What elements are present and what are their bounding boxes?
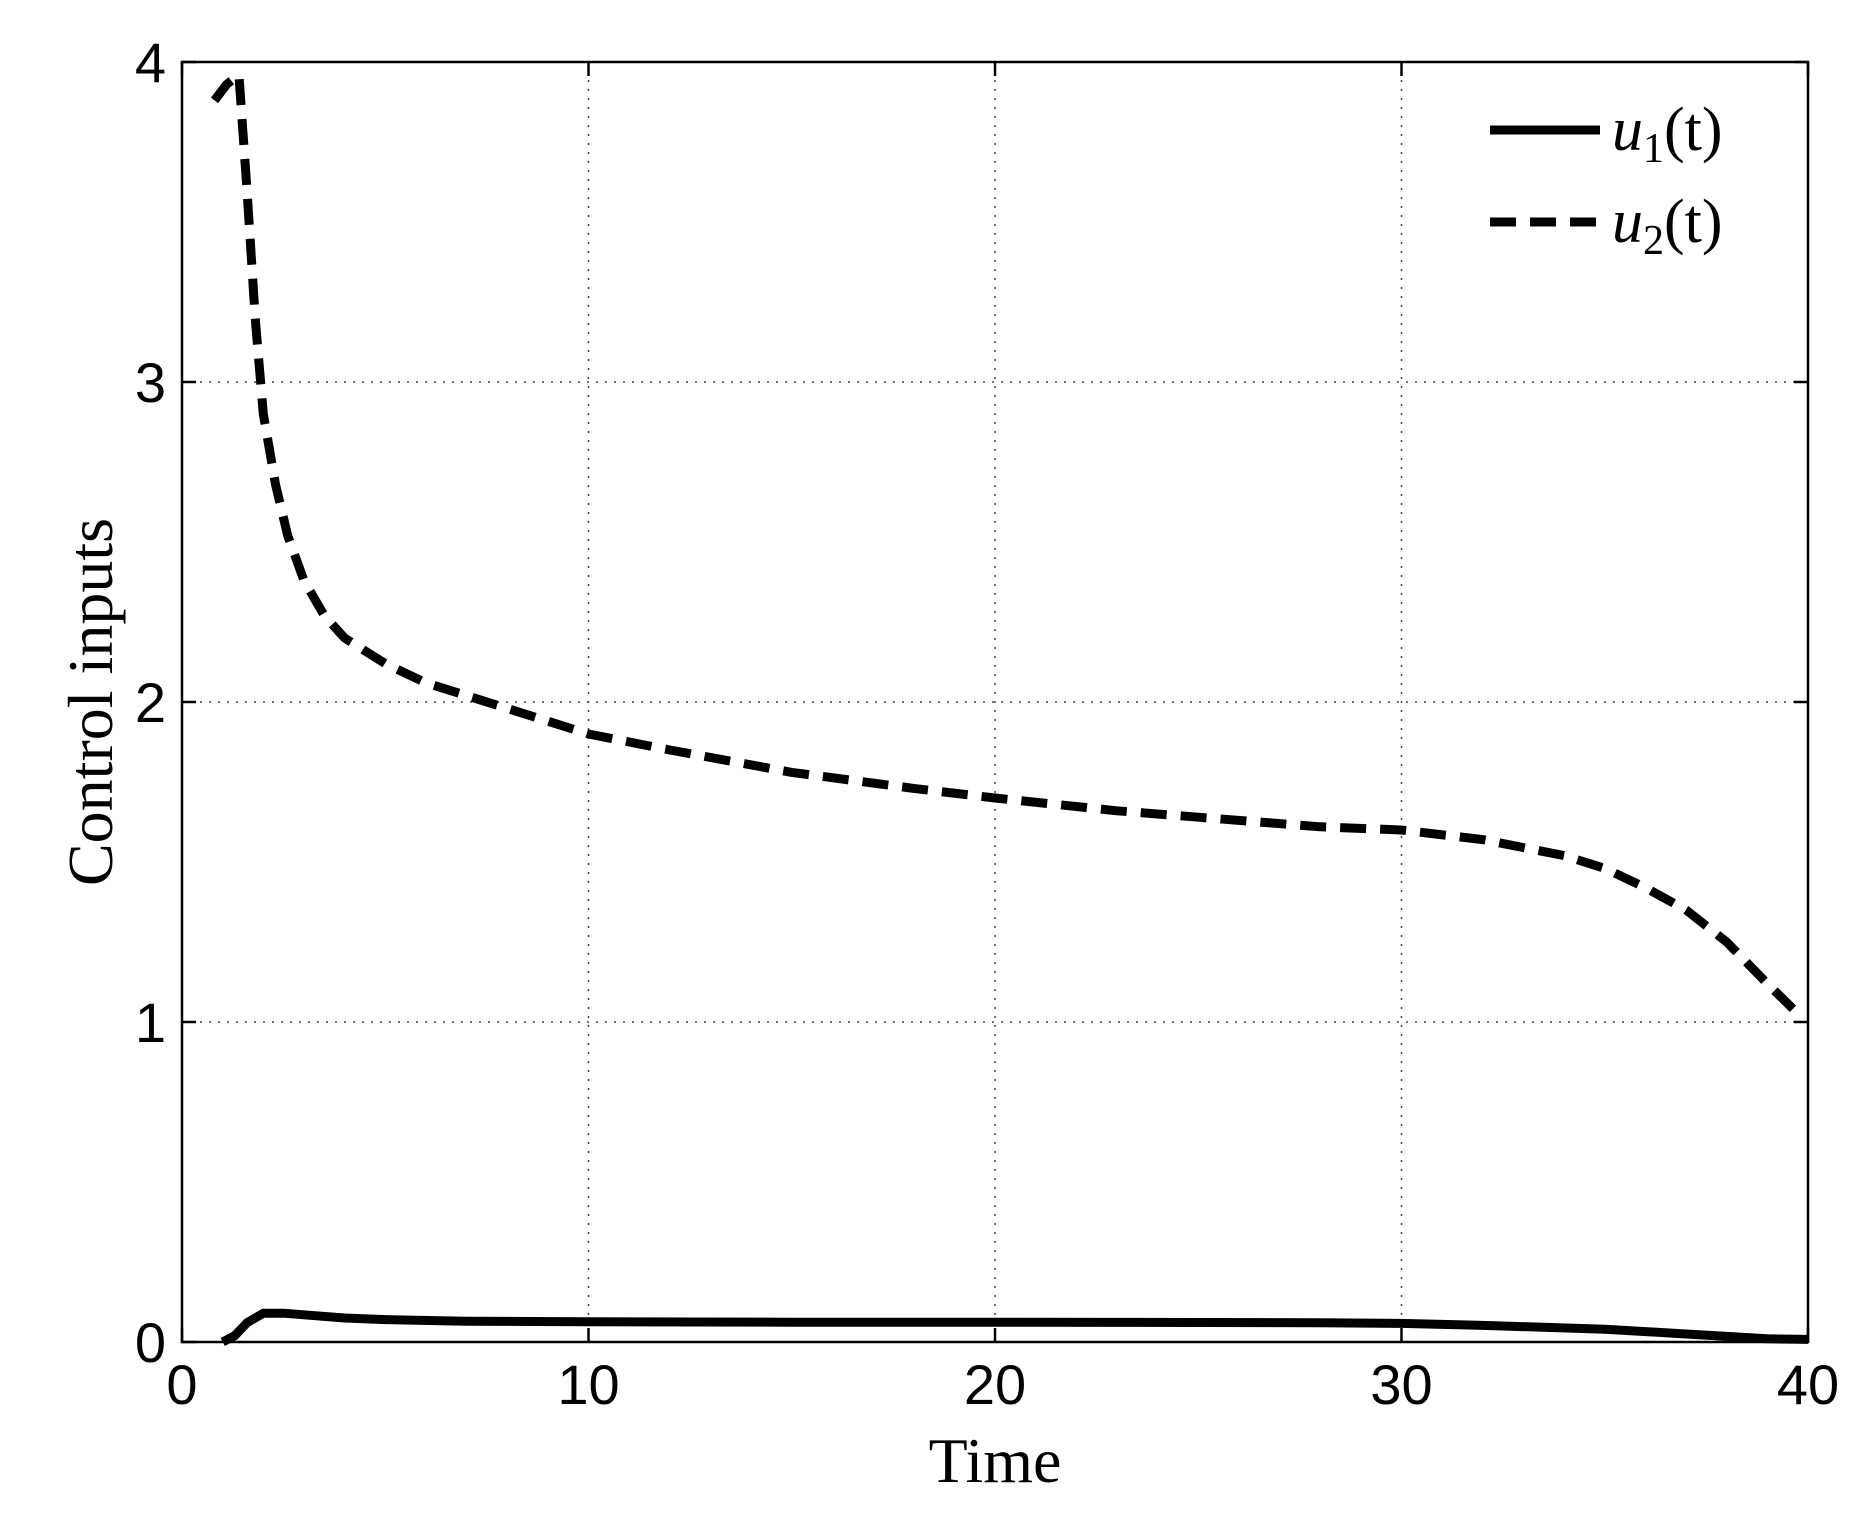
x-tick-label: 30 xyxy=(1370,1353,1432,1416)
series-line-2 xyxy=(210,70,1804,1019)
y-tick-label: 1 xyxy=(135,991,166,1054)
legend-label-2: u2(t) xyxy=(1612,188,1723,264)
y-tick-label: 3 xyxy=(135,351,166,414)
y-tick-label: 2 xyxy=(135,671,166,734)
axis-ticks: 0 10 20 30 40 0 1 2 3 4 xyxy=(135,31,1839,1416)
grid-lines xyxy=(182,62,1808,1342)
legend: u1(t) u2(t) xyxy=(1490,96,1723,264)
series-line-1 xyxy=(220,1308,1809,1346)
series-layer xyxy=(210,70,1809,1346)
y-axis-label: Control inputs xyxy=(55,518,126,886)
y-tick-label: 0 xyxy=(135,1311,166,1374)
x-tick-label: 0 xyxy=(166,1353,197,1416)
x-tick-label: 40 xyxy=(1777,1353,1839,1416)
x-axis-label: Time xyxy=(929,1425,1062,1496)
legend-label-1: u1(t) xyxy=(1612,96,1723,172)
y-tick-label: 4 xyxy=(135,31,166,94)
x-tick-label: 20 xyxy=(964,1353,1026,1416)
x-tick-label: 10 xyxy=(557,1353,619,1416)
